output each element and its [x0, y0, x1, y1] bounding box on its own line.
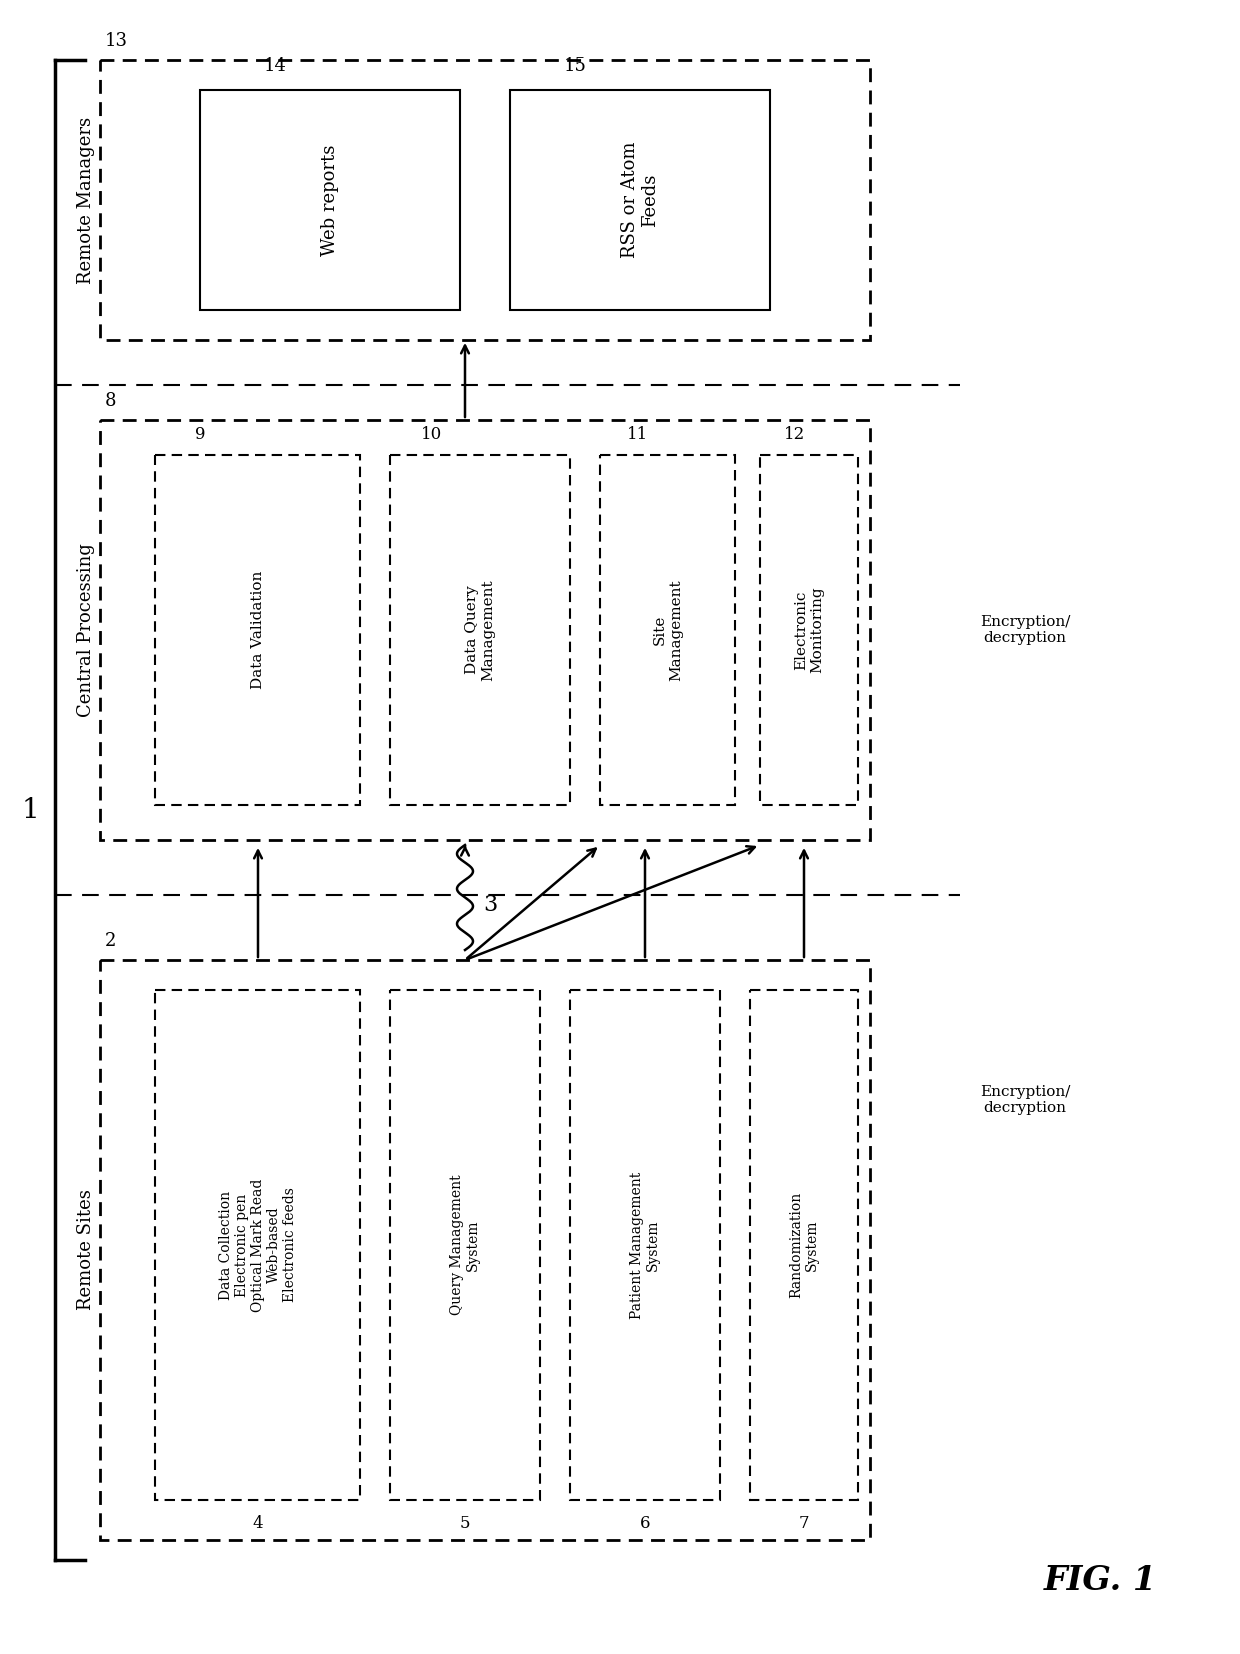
Text: 12: 12 — [785, 427, 806, 443]
Text: Query Management
System: Query Management System — [450, 1174, 480, 1315]
Text: 10: 10 — [422, 427, 443, 443]
Text: 5: 5 — [460, 1515, 470, 1532]
Text: Remote Sites: Remote Sites — [77, 1189, 95, 1310]
Text: 9: 9 — [195, 427, 206, 443]
Text: 14: 14 — [264, 56, 286, 74]
Text: 13: 13 — [105, 31, 128, 50]
Text: Remote Managers: Remote Managers — [77, 116, 95, 283]
Bar — [750, 991, 858, 1500]
Text: 8: 8 — [105, 392, 117, 410]
Text: Data Validation: Data Validation — [250, 571, 265, 690]
Text: Site
Management: Site Management — [653, 579, 683, 681]
Text: 2: 2 — [105, 931, 117, 949]
Bar — [510, 89, 770, 309]
Text: Central Processing: Central Processing — [77, 543, 95, 716]
Text: Encryption/
decryption: Encryption/ decryption — [980, 1085, 1070, 1115]
Text: Encryption/
decryption: Encryption/ decryption — [980, 615, 1070, 645]
Text: RSS or Atom
Feeds: RSS or Atom Feeds — [620, 142, 660, 258]
Text: Patient Management
System: Patient Management System — [630, 1171, 660, 1318]
Text: Randomization
System: Randomization System — [789, 1193, 820, 1298]
Bar — [100, 420, 870, 840]
Text: FIG. 1: FIG. 1 — [1043, 1563, 1157, 1596]
Bar — [100, 60, 870, 341]
Bar — [200, 89, 460, 309]
Text: 11: 11 — [627, 427, 649, 443]
Text: Data Query
Management: Data Query Management — [465, 579, 495, 681]
Bar — [600, 455, 735, 805]
Bar — [391, 455, 570, 805]
Bar — [155, 455, 360, 805]
Text: 15: 15 — [563, 56, 587, 74]
Bar — [570, 991, 720, 1500]
Bar — [760, 455, 858, 805]
Text: 6: 6 — [640, 1515, 650, 1532]
Text: Electronic
Monitoring: Electronic Monitoring — [794, 587, 825, 673]
Text: 4: 4 — [253, 1515, 263, 1532]
Text: 3: 3 — [482, 895, 497, 916]
Text: Data Collection
Electronic pen
Optical Mark Read
Web-based
Electronic feeds: Data Collection Electronic pen Optical M… — [218, 1178, 298, 1312]
Text: Web reports: Web reports — [321, 144, 339, 256]
Bar — [155, 991, 360, 1500]
Bar — [100, 959, 870, 1540]
Text: 7: 7 — [799, 1515, 810, 1532]
Bar — [391, 991, 539, 1500]
Text: 1: 1 — [21, 797, 38, 824]
